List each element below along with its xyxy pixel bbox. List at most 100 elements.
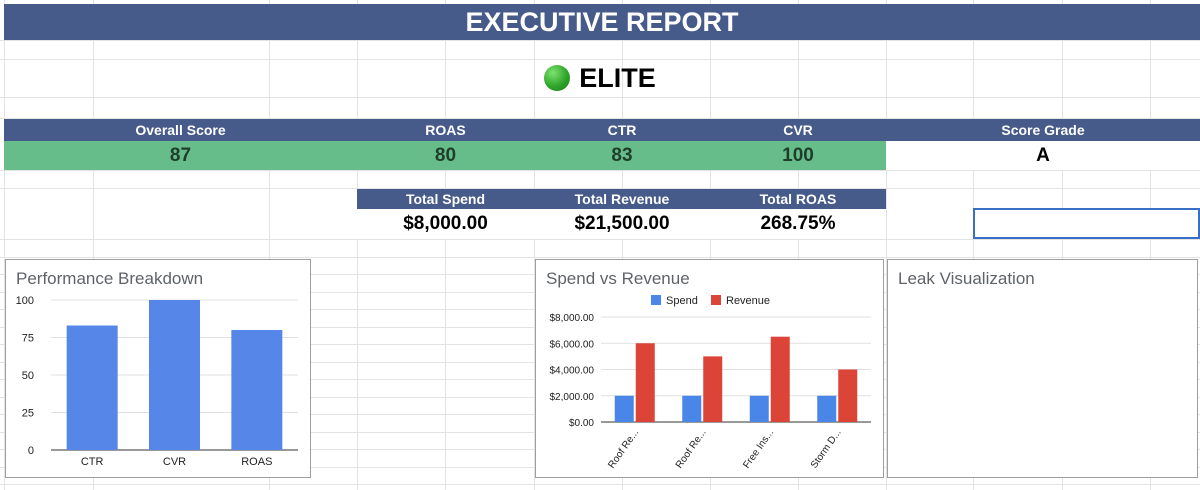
score-grade-value[interactable]: A xyxy=(886,141,1200,170)
grid-col-line xyxy=(4,0,5,490)
header-total-roas[interactable]: Total ROAS xyxy=(710,189,886,209)
value-text: A xyxy=(1036,144,1050,166)
value-text: 100 xyxy=(782,144,814,166)
value-text: 83 xyxy=(611,144,633,166)
x-tick-label: CTR xyxy=(81,456,104,468)
total-revenue-value[interactable]: $21,500.00 xyxy=(534,209,710,239)
chart-title: Performance Breakdown xyxy=(16,269,204,288)
cvr-score-value[interactable]: 100 xyxy=(710,141,886,170)
y-tick-label: 75 xyxy=(22,333,34,345)
header-ctr[interactable]: CTR xyxy=(534,119,710,141)
grid-col-line xyxy=(357,0,358,490)
bar-spend xyxy=(817,395,837,422)
header-label: Total Spend xyxy=(405,191,486,207)
legend-swatch-revenue xyxy=(711,295,721,305)
x-tick-label: Storm D... xyxy=(809,427,844,470)
y-tick-label: 25 xyxy=(22,408,34,420)
grid-col-line xyxy=(973,0,974,490)
legend-label: Spend xyxy=(666,295,698,307)
grid-row-line xyxy=(0,40,1200,41)
value-text: $21,500.00 xyxy=(574,213,670,234)
value-text: 87 xyxy=(169,144,192,166)
grid-col-line xyxy=(445,0,446,490)
report-title-bar[interactable]: EXECUTIVE REPORT xyxy=(4,4,1200,40)
bar-ctr xyxy=(66,325,118,450)
ctr-score-value[interactable]: 83 xyxy=(534,141,710,170)
x-tick-label: Roof Re... xyxy=(606,427,641,470)
total-spend-value[interactable]: $8,000.00 xyxy=(357,209,534,239)
bar-revenue xyxy=(703,356,723,422)
header-label: Total Revenue xyxy=(574,191,670,207)
legend-swatch-spend xyxy=(651,295,661,305)
bar-spend xyxy=(614,395,634,422)
grid-col-line xyxy=(534,0,535,490)
bar-spend xyxy=(682,395,702,422)
grid-col-line xyxy=(1062,0,1063,490)
grid-col-line xyxy=(269,0,270,490)
header-overall-score[interactable]: Overall Score xyxy=(4,119,357,141)
grid-row-line xyxy=(0,188,1200,189)
bar-roas xyxy=(231,330,283,450)
grid-col-line xyxy=(622,0,623,490)
bar-cvr xyxy=(149,300,200,450)
y-tick-label: 50 xyxy=(22,370,34,382)
bar-revenue xyxy=(635,343,655,422)
header-label: Score Grade xyxy=(1001,122,1085,138)
spend-vs-revenue-plot: Spend Revenue $0.00 $2,000.00 $4,000.00 $6,00… xyxy=(550,295,871,471)
grid-col-line xyxy=(710,0,711,490)
header-label: CTR xyxy=(607,122,637,138)
status-label: ELITE xyxy=(579,62,656,93)
y-tick-label: 100 xyxy=(16,295,34,307)
grid-col-line xyxy=(798,0,799,490)
chart-title: Leak Visualization xyxy=(898,269,1035,288)
header-total-revenue[interactable]: Total Revenue xyxy=(534,189,710,209)
chart-title: Spend vs Revenue xyxy=(546,269,690,288)
x-tick-label: Roof Re... xyxy=(674,427,709,470)
header-roas[interactable]: ROAS xyxy=(357,119,534,141)
bar-revenue xyxy=(838,369,858,422)
header-label: Overall Score xyxy=(135,122,226,138)
header-score-grade[interactable]: Score Grade xyxy=(886,119,1200,141)
header-total-spend[interactable]: Total Spend xyxy=(357,189,534,209)
x-tick-label: CVR xyxy=(163,456,186,468)
report-title: EXECUTIVE REPORT xyxy=(465,6,739,37)
bar-spend xyxy=(749,395,769,422)
grid-row-line xyxy=(0,257,1200,258)
y-tick-label: $6,000.00 xyxy=(550,339,595,350)
leak-visualization-chart[interactable]: Leak Visualization xyxy=(887,259,1198,478)
grid-row-line xyxy=(0,170,1200,171)
status-row[interactable]: ELITE xyxy=(0,58,1200,98)
header-label: Total ROAS xyxy=(759,191,837,207)
legend-label: Revenue xyxy=(726,295,770,307)
y-tick-label: $8,000.00 xyxy=(550,313,595,324)
value-text: $8,000.00 xyxy=(403,213,488,234)
total-roas-value[interactable]: 268.75% xyxy=(710,209,886,239)
grid-col-line xyxy=(886,0,887,490)
value-text: 80 xyxy=(434,144,457,166)
grid-col-line xyxy=(93,0,94,490)
roas-score-value[interactable]: 80 xyxy=(357,141,534,170)
header-label: ROAS xyxy=(425,122,466,138)
y-tick-label: 0 xyxy=(28,445,34,457)
spend-vs-revenue-chart[interactable]: Spend vs Revenue Spend Revenue $0.00 $2,000… xyxy=(535,259,884,478)
grid-row-line xyxy=(0,239,1200,240)
selected-cell[interactable] xyxy=(973,208,1200,239)
x-tick-label: ROAS xyxy=(241,456,272,468)
grid-row-line xyxy=(0,484,1200,485)
y-tick-label: $2,000.00 xyxy=(550,392,595,403)
header-label: CVR xyxy=(783,122,813,138)
grid-row-line xyxy=(0,118,1200,119)
bar-revenue xyxy=(770,336,790,422)
performance-breakdown-plot: 0 25 50 75 100 CTR CVR ROAS xyxy=(16,295,298,468)
grid-row-line xyxy=(0,97,1200,98)
y-tick-label: $4,000.00 xyxy=(550,366,595,377)
grid-col-line xyxy=(1150,0,1151,490)
grid-row-line xyxy=(0,59,1200,60)
x-tick-label: Free Ins... xyxy=(741,427,776,470)
y-tick-label: $0.00 xyxy=(569,418,594,429)
value-text: 268.75% xyxy=(760,213,836,234)
overall-score-value[interactable]: 87 xyxy=(4,141,357,170)
performance-breakdown-chart[interactable]: Performance Breakdown 0 25 50 75 100 CTR CVR RO… xyxy=(5,259,311,478)
green-circle-icon xyxy=(544,65,571,91)
header-cvr[interactable]: CVR xyxy=(710,119,886,141)
